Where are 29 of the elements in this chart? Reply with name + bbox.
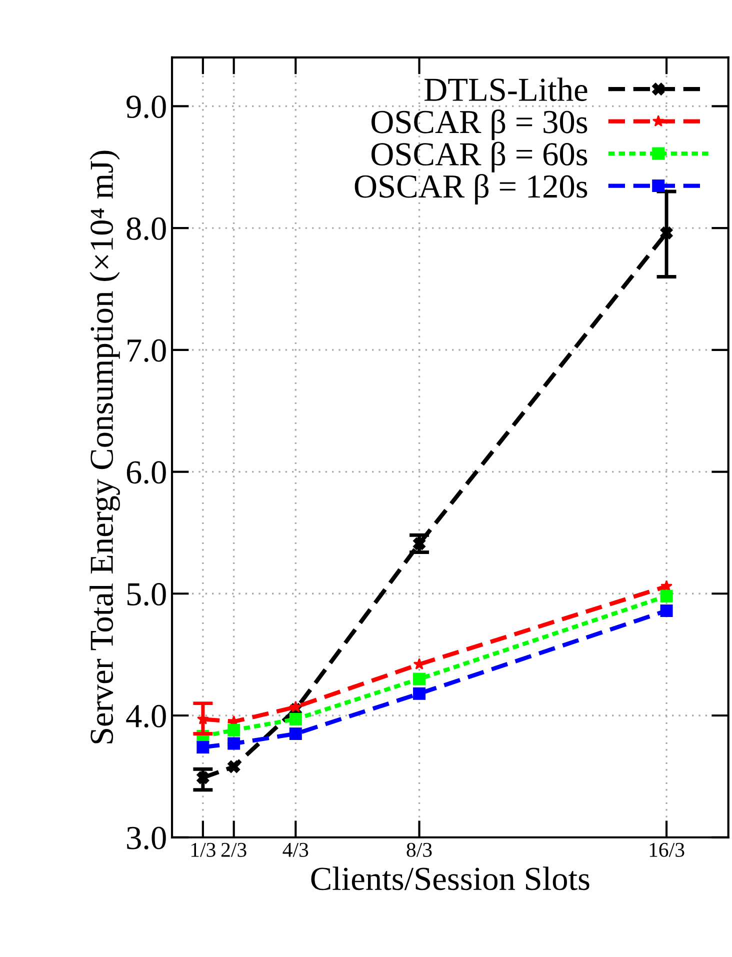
y-axis-title: Server Total Energy Consumption (×10⁴ mJ): [90, 150, 120, 744]
x-tick-label: 4/3: [282, 842, 308, 857]
point: [660, 604, 673, 617]
legend-label: OSCAR β = 30s: [371, 110, 588, 140]
point: [228, 760, 240, 773]
x-tick-label: 16/3: [650, 842, 684, 857]
x-tick-label: 2/3: [221, 842, 246, 857]
y-tick-label: 4.0: [126, 704, 166, 728]
point: [413, 687, 426, 700]
x-tick-label: 8/3: [406, 842, 432, 857]
point: [228, 724, 240, 736]
point: [289, 728, 302, 740]
x-tick-label: 1/3: [191, 842, 216, 857]
legend-label: DTLS-Lithe: [424, 78, 588, 102]
legend-label: OSCAR β = 120s: [354, 174, 588, 205]
y-tick-label: 6.0: [126, 461, 166, 484]
point: [413, 672, 426, 686]
y-tick-label: 3.0: [127, 826, 166, 850]
y-tick-label: 8.0: [126, 217, 166, 240]
point: [290, 700, 302, 712]
point: [228, 737, 240, 750]
point: [289, 712, 302, 726]
legend-label: OSCAR β = 60s: [371, 142, 588, 172]
y-tick-label: 7.0: [128, 339, 166, 362]
point: [660, 590, 673, 602]
y-tick-label: 9.0: [126, 96, 166, 118]
y-tick-label: 5.0: [127, 583, 166, 606]
x-axis-title: Clients/Session Slots: [311, 866, 590, 890]
point: [196, 740, 210, 754]
